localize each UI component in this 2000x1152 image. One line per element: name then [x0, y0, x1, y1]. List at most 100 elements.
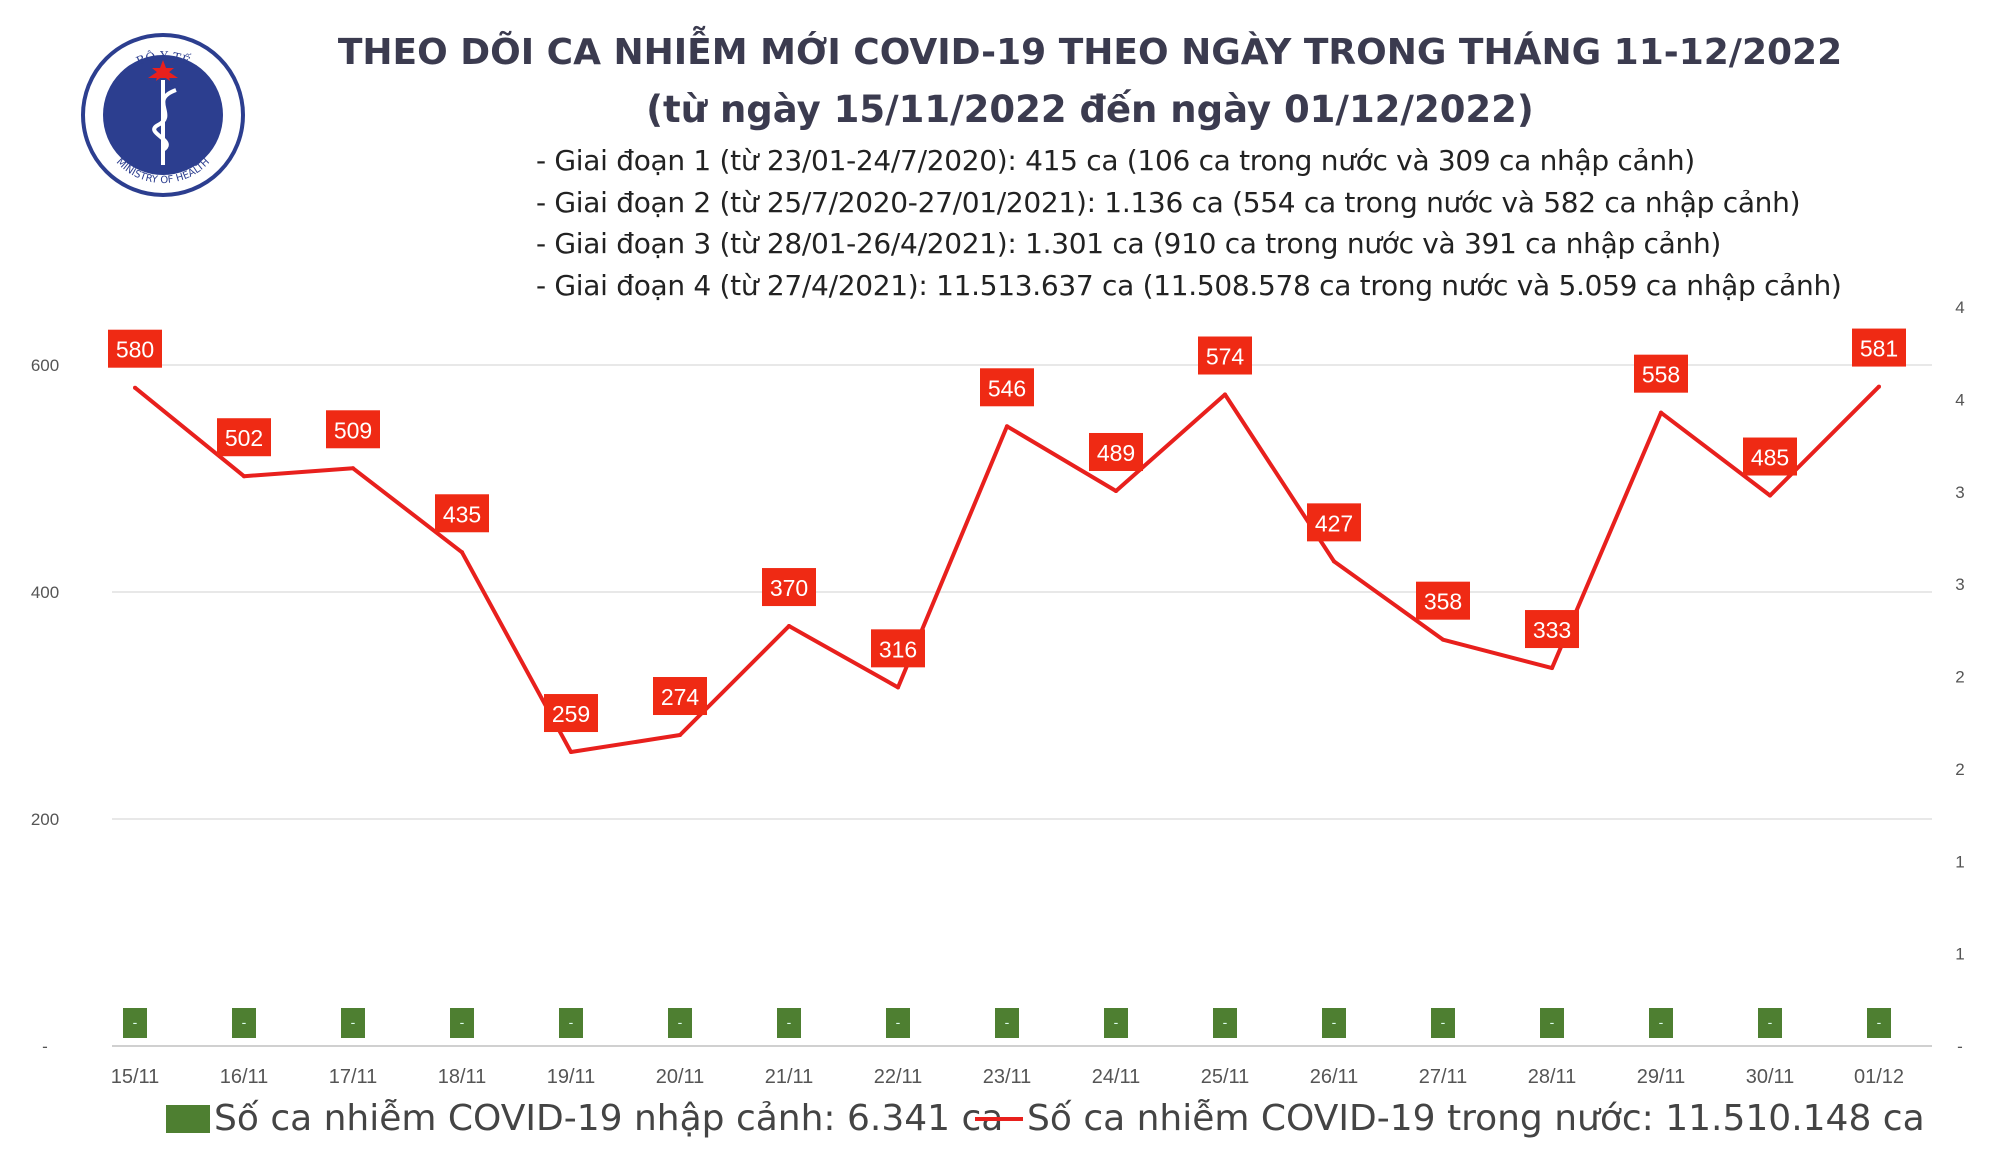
logo-top-text: BỘ Y TẾ: [134, 48, 193, 68]
right-axis-tick: 1: [1955, 945, 1964, 964]
x-axis-tick: 26/11: [1310, 1066, 1359, 1088]
note-phase-2: - Giai đoạn 2 (từ 25/7/2020-27/01/2021):…: [536, 186, 1801, 219]
x-axis-tick: 18/11: [438, 1066, 487, 1088]
data-label: 333: [1533, 617, 1571, 643]
data-label: 274: [661, 684, 700, 710]
data-label: 370: [770, 575, 808, 601]
domestic-point: [569, 750, 573, 755]
data-label-box: [108, 329, 162, 368]
domestic-point: [1768, 493, 1772, 498]
domestic-point: [1223, 392, 1227, 397]
left-axis-tick: 600: [31, 356, 59, 375]
data-label: 489: [1097, 440, 1135, 466]
data-label: 580: [116, 337, 154, 363]
import-bar-label: -: [351, 1014, 356, 1030]
legend-label-imported: Số ca nhiễm COVID-19 nhập cảnh: 6.341 ca: [214, 1098, 1004, 1139]
right-axis-tick: 3: [1955, 575, 1964, 594]
import-bar: [995, 1008, 1019, 1038]
data-label: 546: [988, 375, 1026, 401]
domestic-point: [460, 550, 464, 555]
import-bar: [1649, 1008, 1673, 1038]
data-label-box: [1634, 354, 1688, 393]
data-label-box: [653, 677, 707, 716]
x-axis-tick: 24/11: [1092, 1066, 1141, 1088]
import-bar: [232, 1008, 256, 1038]
data-label-box: [326, 410, 380, 449]
import-bar-label: -: [1223, 1014, 1228, 1030]
note-phase-1: - Giai đoạn 1 (từ 23/01-24/7/2020): 415 …: [536, 144, 1695, 177]
data-label-box: [1852, 328, 1906, 367]
note-phase-3: - Giai đoạn 3 (từ 28/01-26/4/2021): 1.30…: [536, 227, 1722, 260]
x-axis-tick: 21/11: [765, 1066, 814, 1088]
import-bar-label: -: [1441, 1014, 1446, 1030]
right-axis-tick: 4: [1955, 390, 1964, 409]
x-axis-tick: 29/11: [1637, 1066, 1686, 1088]
data-label-box: [871, 629, 925, 668]
x-axis-tick: 27/11: [1419, 1066, 1468, 1088]
data-label: 259: [552, 701, 590, 727]
domestic-point: [1005, 424, 1009, 429]
x-axis-tick: 01/12: [1854, 1066, 1904, 1088]
import-bar: [1540, 1008, 1564, 1038]
x-axis-tick: 16/11: [220, 1066, 269, 1088]
data-label: 558: [1642, 362, 1680, 388]
import-bar: [1758, 1008, 1782, 1038]
data-label-box: [980, 368, 1034, 407]
data-label: 502: [225, 425, 263, 451]
right-axis-tick: 1: [1955, 852, 1964, 871]
left-axis-tick: -: [42, 1037, 48, 1056]
import-bar: [450, 1008, 474, 1038]
domestic-point: [787, 624, 791, 629]
domestic-point: [242, 474, 246, 479]
data-label-box: [1525, 610, 1579, 649]
data-label: 316: [879, 636, 917, 662]
left-axis-tick: 400: [31, 583, 59, 602]
import-bar: [1104, 1008, 1128, 1038]
import-bar-label: -: [133, 1014, 138, 1030]
right-axis-tick: 4: [1955, 298, 1964, 317]
left-axis-tick: 200: [31, 810, 59, 829]
import-bar-label: -: [787, 1014, 792, 1030]
domestic-point: [1550, 666, 1554, 671]
right-axis-tick: 2: [1955, 668, 1964, 687]
data-label-box: [1307, 503, 1361, 542]
right-axis-tick: 2: [1955, 760, 1964, 779]
x-axis-tick: 23/11: [983, 1066, 1032, 1088]
domestic-point: [1114, 488, 1118, 493]
data-label: 574: [1206, 344, 1245, 370]
import-bar-label: -: [569, 1014, 574, 1030]
data-label: 485: [1751, 445, 1789, 471]
domestic-point: [1659, 410, 1663, 415]
legend-item-imported: Số ca nhiễm COVID-19 nhập cảnh: 6.341 ca: [166, 1098, 1003, 1139]
x-axis-tick: 22/11: [874, 1066, 923, 1088]
domestic-line: [133, 385, 1881, 755]
x-axis-tick: 30/11: [1746, 1066, 1795, 1088]
right-axis-tick: -: [1957, 1037, 1963, 1056]
x-axis-tick: 19/11: [547, 1066, 596, 1088]
data-label: 358: [1424, 589, 1462, 615]
import-bar: [1213, 1008, 1237, 1038]
chart-title: THEO DÕI CA NHIỄM MỚI COVID-19 THEO NGÀY…: [337, 32, 1843, 73]
legend-swatch-line: [975, 1116, 1023, 1121]
data-label-box: [217, 418, 271, 457]
import-bar-label: -: [896, 1014, 901, 1030]
import-bar: [668, 1008, 692, 1038]
data-label-box: [1416, 581, 1470, 620]
import-bar: [1867, 1008, 1891, 1038]
x-axis-tick: 25/11: [1201, 1066, 1250, 1088]
import-bar-label: -: [1005, 1014, 1010, 1030]
data-label: 509: [334, 417, 372, 443]
chart-subtitle: (từ ngày 15/11/2022 đến ngày 01/12/2022): [646, 88, 1534, 131]
data-label: 427: [1315, 510, 1353, 536]
data-label-box: [544, 694, 598, 733]
import-bar: [559, 1008, 583, 1038]
import-bar: [1431, 1008, 1455, 1038]
import-bar-label: -: [1114, 1014, 1119, 1030]
import-bar: [123, 1008, 147, 1038]
data-label-box: [1198, 336, 1252, 375]
import-bar-label: -: [460, 1014, 465, 1030]
legend-item-domestic: Số ca nhiễm COVID-19 trong nước: 11.510.…: [975, 1098, 1925, 1139]
data-label-box: [762, 568, 816, 607]
ministry-of-health-logo: BỘ Y TẾ MINISTRY OF HEALTH: [81, 33, 245, 197]
